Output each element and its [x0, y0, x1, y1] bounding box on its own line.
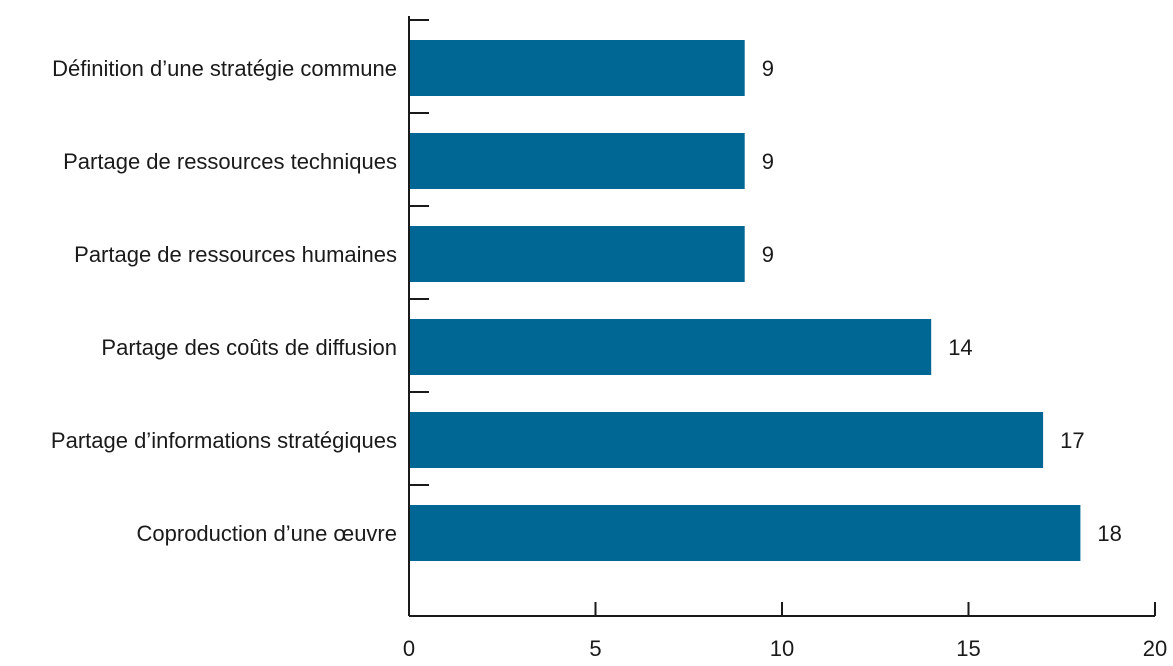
- category-label: Définition d’une stratégie commune: [52, 56, 397, 81]
- bar: [409, 412, 1044, 468]
- bar: [409, 226, 745, 282]
- bars-layer: [409, 40, 1081, 561]
- x-tick-label: 5: [589, 636, 601, 661]
- x-tick-label: 15: [956, 636, 980, 661]
- category-label: Partage de ressources humaines: [74, 242, 397, 267]
- bar: [409, 133, 745, 189]
- axes-layer: [408, 16, 1156, 617]
- value-label: 9: [762, 149, 774, 174]
- bar: [409, 40, 745, 96]
- value-label: 18: [1097, 521, 1121, 546]
- category-label: Partage d’informations stratégiques: [51, 428, 397, 453]
- value-label: 9: [762, 242, 774, 267]
- x-tick-label: 0: [403, 636, 415, 661]
- x-tick-label: 20: [1143, 636, 1167, 661]
- category-label: Coproduction d’une œuvre: [137, 521, 397, 546]
- category-label: Partage de ressources techniques: [63, 149, 397, 174]
- bar: [409, 505, 1081, 561]
- labels-layer: Définition d’une stratégie commune 9 Parta…: [51, 56, 1167, 661]
- value-label: 14: [948, 335, 972, 360]
- value-label: 9: [762, 56, 774, 81]
- category-label: Partage des coûts de diffusion: [101, 335, 397, 360]
- value-label: 17: [1060, 428, 1084, 453]
- x-tick-label: 10: [770, 636, 794, 661]
- bar: [409, 319, 932, 375]
